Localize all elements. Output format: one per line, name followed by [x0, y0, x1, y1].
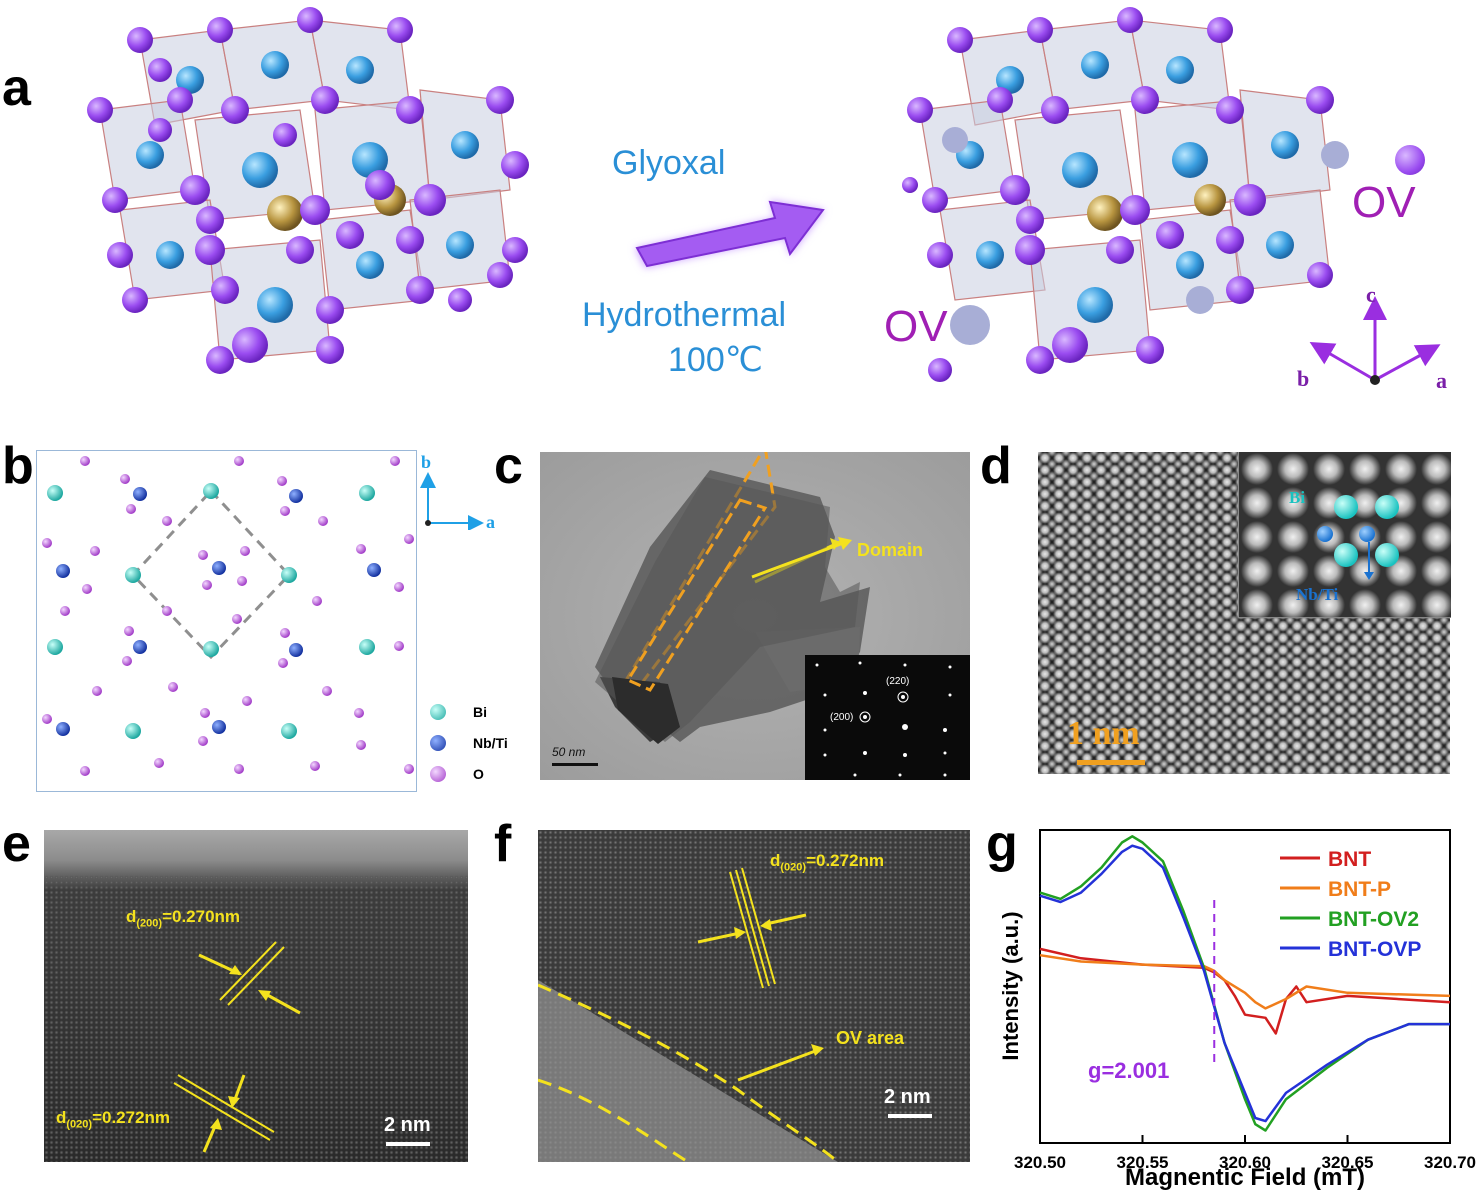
axis-a-label: a — [1436, 368, 1447, 393]
x-tick-label: 320.55 — [1117, 1153, 1169, 1172]
x-tick-label: 320.50 — [1014, 1153, 1066, 1172]
crystal-structure-ov — [902, 7, 1349, 382]
panel-d-scale-text: 1 nm — [1067, 715, 1140, 752]
hrtem-image-e — [44, 830, 468, 1162]
panel-label-d: d — [980, 437, 1012, 495]
legend-label-bnt: BNT — [1328, 848, 1371, 871]
hrtem-image-f — [538, 830, 970, 1162]
temperature-label: 100℃ — [668, 341, 763, 379]
escaping-oxygen-atom — [1395, 145, 1425, 175]
panel-b-axis-b: b — [421, 452, 432, 472]
ov-label-right: OV — [1352, 178, 1416, 227]
unit-cell-atoms — [42, 456, 414, 776]
reaction-arrow-icon — [635, 200, 825, 268]
legend-nbti-swatch — [430, 735, 446, 751]
tem-overlay — [595, 477, 860, 744]
panel-f-scalebar — [888, 1114, 932, 1118]
legend-bi-label: Bi — [473, 704, 487, 720]
saed-pattern — [815, 661, 952, 777]
inset-atoms — [1317, 495, 1399, 580]
panel-c-scalebar — [552, 764, 598, 766]
x-tick-label: 320.60 — [1219, 1153, 1271, 1172]
unit-cell-projection — [36, 450, 417, 792]
y-axis-label: Intensity (a.u.) — [998, 911, 1023, 1060]
axes-indicator — [1309, 296, 1441, 385]
panel-e-scalebar — [386, 1142, 430, 1146]
ov-label-left: OV — [884, 302, 948, 351]
series-line-bnt-ovp — [1039, 844, 1450, 1123]
domain-label: Domain — [857, 540, 924, 560]
legend-label-bnt-p: BNT-P — [1328, 878, 1391, 901]
panel-f-scale-text: 2 nm — [884, 1086, 931, 1108]
axis-b-label: b — [1297, 366, 1310, 391]
panel-label-c: c — [494, 437, 523, 495]
panel-d-scalebar — [1077, 760, 1145, 765]
haadf-inset — [1238, 452, 1451, 618]
panel-label-a: a — [2, 59, 31, 117]
saed-inset — [805, 655, 970, 780]
legend-nbti-label: Nb/Ti — [473, 735, 508, 751]
x-tick-label: 320.65 — [1322, 1153, 1374, 1172]
saed-220-label: (220) — [886, 676, 910, 687]
legend-label-bnt-ov2: BNT-OV2 — [1328, 908, 1419, 931]
x-tick-label: 320.70 — [1424, 1153, 1476, 1172]
panel-c-scale-text: 50 nm — [552, 745, 586, 759]
ov-area-label: OV area — [836, 1028, 905, 1048]
inset-bi-label: Bi — [1289, 488, 1306, 507]
panel-e-d200: d(200)=0.270nm — [126, 907, 241, 930]
epr-chart: 320.50 320.55 320.60 320.65 320.70 g=2.001 B… — [998, 829, 1476, 1191]
panel-label-b: b — [2, 437, 34, 495]
lattice-markers-f — [538, 867, 839, 1162]
series-line-bnt-p — [1039, 953, 1451, 1010]
condition-label: Hydrothermal — [582, 296, 787, 334]
lattice-markers-e — [173, 941, 301, 1153]
legend-o-swatch — [430, 766, 446, 782]
legend-o-label: O — [473, 766, 484, 782]
panel-label-e: e — [2, 815, 31, 873]
panel-b-axes — [420, 472, 484, 530]
panel-f-d020: d(020)=0.272nm — [770, 851, 885, 874]
panel-e-scale-text: 2 nm — [384, 1114, 431, 1136]
legend-label-bnt-ovp: BNT-OVP — [1328, 938, 1421, 961]
x-axis-label: Magnentic Field (mT) — [1125, 1164, 1365, 1191]
axis-c-label: c — [1366, 282, 1376, 307]
panel-b-axis-a: a — [486, 512, 495, 532]
panel-e-d020: d(020)=0.272nm — [56, 1108, 171, 1131]
panel-label-g: g — [986, 815, 1018, 873]
crystal-structure-pristine — [87, 7, 529, 374]
legend-bi-swatch — [430, 704, 446, 720]
panel-label-f: f — [494, 815, 512, 873]
inset-nbti-label: Nb/Ti — [1296, 585, 1339, 604]
reagent-label: Glyoxal — [612, 144, 726, 182]
saed-200-label: (200) — [830, 712, 854, 723]
g-value-label: g=2.001 — [1088, 1058, 1169, 1083]
